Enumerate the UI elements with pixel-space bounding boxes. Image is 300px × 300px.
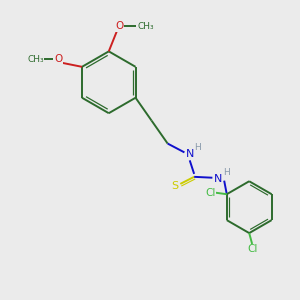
- Text: Cl: Cl: [206, 188, 216, 198]
- Text: H: H: [223, 168, 230, 177]
- Text: N: N: [185, 149, 194, 159]
- Text: H: H: [195, 143, 201, 152]
- Text: Cl: Cl: [247, 244, 257, 254]
- Text: CH₃: CH₃: [138, 22, 154, 31]
- Text: CH₃: CH₃: [27, 55, 44, 64]
- Text: O: O: [115, 21, 123, 31]
- Text: S: S: [171, 181, 178, 191]
- Text: O: O: [54, 55, 63, 64]
- Text: N: N: [214, 174, 223, 184]
